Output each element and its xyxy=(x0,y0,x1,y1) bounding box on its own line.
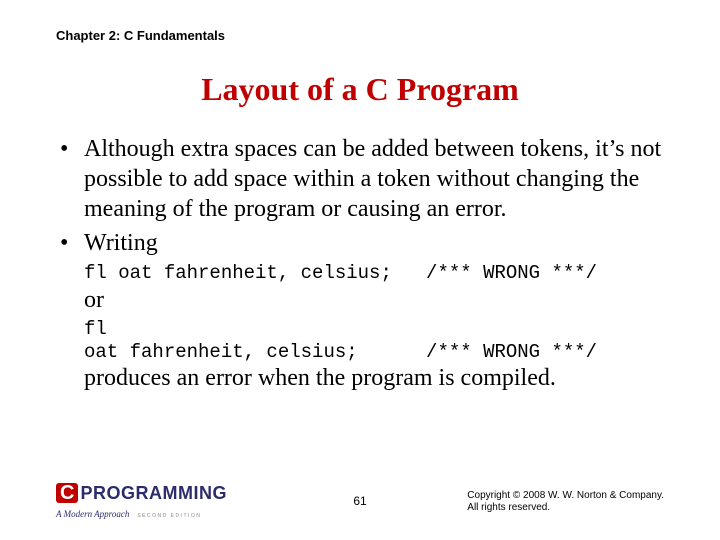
copyright-line-1: Copyright © 2008 W. W. Norton & Company. xyxy=(467,490,664,502)
logo-top-row: C PROGRAMMING xyxy=(56,483,227,504)
logo-edition: SECOND EDITION xyxy=(137,513,201,519)
logo-bottom-row: A Modern Approach SECOND EDITION xyxy=(56,504,227,522)
slide-title: Layout of a C Program xyxy=(56,71,664,108)
logo-c-badge: C xyxy=(56,483,78,503)
page-number: 61 xyxy=(353,494,366,508)
or-text: or xyxy=(56,287,664,314)
footer: C PROGRAMMING A Modern Approach SECOND E… xyxy=(0,480,720,526)
chapter-label: Chapter 2: C Fundamentals xyxy=(56,28,664,43)
slide: Chapter 2: C Fundamentals Layout of a C … xyxy=(0,0,720,540)
code-block-1: fl oat fahrenheit, celsius; /*** WRONG *… xyxy=(56,262,664,285)
copyright-line-2: All rights reserved. xyxy=(467,502,664,514)
bullet-item: Although extra spaces can be added betwe… xyxy=(56,134,664,224)
closing-text: produces an error when the program is co… xyxy=(56,365,664,392)
bullet-item: Writing xyxy=(56,228,664,258)
logo-subtitle: A Modern Approach xyxy=(56,509,129,519)
copyright-block: Copyright © 2008 W. W. Norton & Company.… xyxy=(467,490,664,514)
book-logo: C PROGRAMMING A Modern Approach SECOND E… xyxy=(56,483,227,522)
bullet-list: Although extra spaces can be added betwe… xyxy=(56,134,664,258)
code-block-2: fl oat fahrenheit, celsius; /*** WRONG *… xyxy=(56,318,664,364)
logo-programming-text: PROGRAMMING xyxy=(80,483,227,504)
